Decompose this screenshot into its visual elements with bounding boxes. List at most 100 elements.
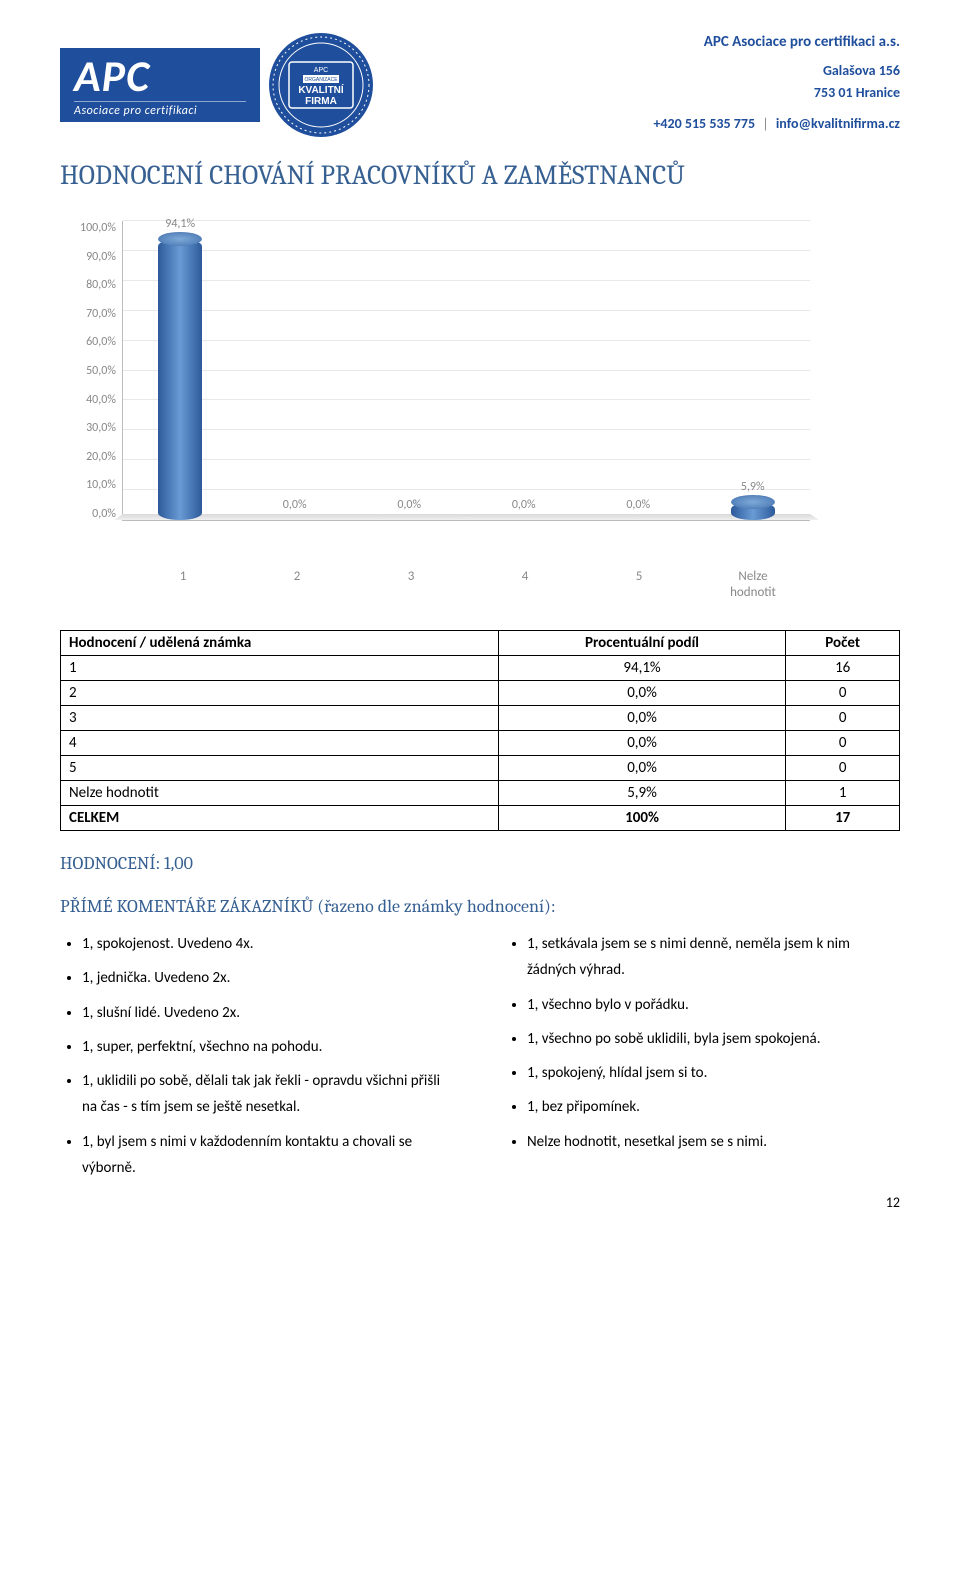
comment-item: 1, jednička. Uvedeno 2x. — [82, 965, 455, 991]
bar — [731, 502, 775, 520]
table-cell: 0,0% — [498, 756, 786, 781]
table-cell: 5 — [61, 756, 499, 781]
bar-slot: 94,1% — [123, 221, 238, 520]
comment-item: 1, setkávala jsem se s nimi denně, neměl… — [527, 931, 900, 984]
table-cell: 0,0% — [498, 706, 786, 731]
bar-value-label: 5,9% — [741, 480, 765, 494]
table-cell: 0,0% — [498, 681, 786, 706]
table-col-1: Procentuální podíl — [498, 631, 786, 656]
svg-text:ORGANIZACE: ORGANIZACE — [304, 77, 338, 83]
comment-item: 1, spokojenost. Uvedeno 4x. — [82, 931, 455, 957]
comment-item: 1, všechno po sobě uklidili, byla jsem s… — [527, 1026, 900, 1052]
page-header: APC Asociace pro certifikaci APC ORGANIZ… — [60, 30, 900, 140]
x-tick: 2 — [240, 561, 354, 600]
bar-slot: 0,0% — [466, 221, 581, 520]
svg-text:KVALITNÍ: KVALITNÍ — [298, 83, 344, 96]
table-row: 50,0%0 — [61, 756, 900, 781]
bar-slot: 0,0% — [581, 221, 696, 520]
x-tick: 3 — [354, 561, 468, 600]
comments-left-list: 1, spokojenost. Uvedeno 4x. 1, jednička. … — [60, 931, 455, 1189]
comment-item: 1, všechno bylo v pořádku. — [527, 992, 900, 1018]
header-right: APC Asociace pro certifikaci a.s. Galašo… — [653, 30, 900, 135]
table-cell: 0,0% — [498, 731, 786, 756]
y-tick: 90,0% — [86, 250, 116, 264]
comment-item: 1, slušní lidé. Uvedeno 2x. — [82, 1000, 455, 1026]
comment-item: 1, bez připomínek. — [527, 1094, 900, 1120]
table-cell: CELKEM — [61, 806, 499, 831]
y-tick: 20,0% — [86, 450, 116, 464]
table-row: 40,0%0 — [61, 731, 900, 756]
table-cell: 0 — [786, 706, 900, 731]
logo-subtitle: Asociace pro certifikaci — [74, 104, 246, 118]
comments-heading: PŘÍMÉ KOMENTÁŘE ZÁKAZNÍKŮ (řazeno dle zn… — [60, 896, 900, 917]
x-tick: 4 — [468, 561, 582, 600]
y-tick: 0,0% — [92, 507, 116, 521]
chart-x-axis: 12345Nelzehodnotit — [126, 561, 810, 600]
page-title: HODNOCENÍ CHOVÁNÍ PRACOVNÍKŮ A ZAMĚSTNAN… — [60, 160, 900, 191]
bar-slot: 5,9% — [695, 221, 810, 520]
x-tick: 5 — [582, 561, 696, 600]
y-tick: 10,0% — [86, 478, 116, 492]
table-cell: 1 — [61, 656, 499, 681]
comments-right-list: 1, setkávala jsem se s nimi denně, neměl… — [505, 931, 900, 1189]
table-cell: 0 — [786, 731, 900, 756]
table-col-0: Hodnocení / udělená známka — [61, 631, 499, 656]
x-tick: Nelzehodnotit — [696, 561, 810, 600]
chart-plot: 94,1% 0,0% 0,0% 0,0% 0,0% 5,9% — [122, 221, 810, 521]
email: info@kvalitnifirma.cz — [776, 115, 900, 132]
table-cell: 0 — [786, 756, 900, 781]
bar-slot: 0,0% — [237, 221, 352, 520]
table-cell: 94,1% — [498, 656, 786, 681]
table-cell: 4 — [61, 731, 499, 756]
apc-logo: APC Asociace pro certifikaci — [60, 48, 260, 121]
address-line-2: 753 01 Hranice — [653, 82, 900, 104]
comment-item: 1, spokojený, hlídal jsem si to. — [527, 1060, 900, 1086]
company-name: APC Asociace pro certifikaci a.s. — [653, 30, 900, 54]
comment-item: Nelze hodnotit, nesetkal jsem se s nimi. — [527, 1129, 900, 1155]
comments-columns: 1, spokojenost. Uvedeno 4x. 1, jednička. … — [60, 931, 900, 1189]
table-cell: 3 — [61, 706, 499, 731]
comment-item: 1, uklidili po sobě, dělali tak jak řekl… — [82, 1068, 455, 1121]
header-left: APC Asociace pro certifikaci APC ORGANIZ… — [60, 30, 376, 140]
y-tick: 40,0% — [86, 393, 116, 407]
y-tick: 100,0% — [80, 221, 116, 235]
table-cell: 100% — [498, 806, 786, 831]
table-row: 194,1%16 — [61, 656, 900, 681]
svg-text:FIRMA: FIRMA — [305, 96, 337, 107]
bar-value-label: 0,0% — [512, 498, 536, 512]
bar-chart: 100,0%90,0%80,0%70,0%60,0%50,0%40,0%30,0… — [80, 221, 810, 600]
table-cell: 2 — [61, 681, 499, 706]
address-line-1: Galašova 156 — [653, 60, 900, 82]
comment-item: 1, byl jsem s nimi v každodenním kontakt… — [82, 1129, 455, 1182]
contact-line: +420 515 535 775 | info@kvalitnifirma.cz — [653, 113, 900, 135]
y-tick: 50,0% — [86, 364, 116, 378]
bar-value-label: 0,0% — [397, 498, 421, 512]
bar-slot: 0,0% — [352, 221, 467, 520]
svg-text:APC: APC — [314, 67, 328, 74]
table-cell: 5,9% — [498, 781, 786, 806]
table-cell: 1 — [786, 781, 900, 806]
table-row: Nelze hodnotit5,9%1 — [61, 781, 900, 806]
table-col-2: Počet — [786, 631, 900, 656]
bar — [158, 239, 202, 520]
data-table: Hodnocení / udělená známka Procentuální … — [60, 630, 900, 831]
logo-wordmark: APC — [74, 58, 246, 94]
x-tick: 1 — [126, 561, 240, 600]
table-cell: 0 — [786, 681, 900, 706]
quality-seal-icon: APC ORGANIZACE KVALITNÍ FIRMA — [266, 30, 376, 140]
y-tick: 80,0% — [86, 278, 116, 292]
rating-heading: HODNOCENÍ: 1,00 — [60, 853, 900, 874]
bar-value-label: 94,1% — [165, 217, 195, 231]
chart-y-axis: 100,0% 90,0% 80,0% 70,0% 60,0% 50,0% 40,0% 30,0… — [80, 221, 122, 521]
table-header-row: Hodnocení / udělená známka Procentuální … — [61, 631, 900, 656]
y-tick: 30,0% — [86, 421, 116, 435]
table-row: 30,0%0 — [61, 706, 900, 731]
bar-value-label: 0,0% — [283, 498, 307, 512]
y-tick: 60,0% — [86, 335, 116, 349]
table-cell: 17 — [786, 806, 900, 831]
page-number: 12 — [886, 1194, 900, 1211]
phone: +420 515 535 775 — [653, 115, 755, 132]
table-cell: 16 — [786, 656, 900, 681]
table-cell: Nelze hodnotit — [61, 781, 499, 806]
y-tick: 70,0% — [86, 307, 116, 321]
